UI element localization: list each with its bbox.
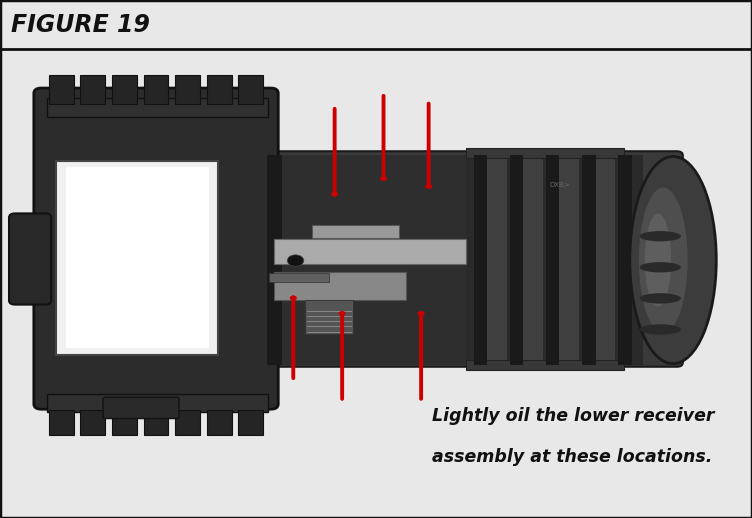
Bar [274,272,406,300]
Bar [559,158,579,363]
Bar [66,167,209,348]
Bar [267,155,474,365]
Ellipse shape [639,231,681,241]
Bar [510,155,523,365]
Text: Lightly oil the lower receiver: Lightly oil the lower receiver [432,407,715,425]
Bar [175,75,200,104]
FancyBboxPatch shape [9,213,51,305]
Bar [144,75,168,104]
Bar [466,155,643,365]
Bar [466,360,624,370]
Circle shape [287,255,304,266]
FancyBboxPatch shape [35,151,683,367]
Bar [47,394,268,412]
Bar [474,155,487,365]
Ellipse shape [645,213,671,307]
Bar [305,300,353,334]
Bar [144,410,168,435]
Ellipse shape [639,262,681,272]
FancyBboxPatch shape [34,88,278,409]
Bar [112,410,137,435]
Bar [466,148,624,158]
Bar [112,75,137,104]
Bar [175,410,200,435]
Bar [238,75,263,104]
Text: assembly at these locations.: assembly at these locations. [432,448,713,466]
Text: DXB>: DXB> [549,182,569,188]
Bar [269,273,329,282]
Bar [80,410,105,435]
Bar [207,75,232,104]
Bar [487,158,507,363]
Bar [596,158,615,363]
Bar [312,225,399,238]
Bar [49,75,74,104]
Ellipse shape [639,293,681,304]
Text: FIGURE 19: FIGURE 19 [11,13,150,37]
Ellipse shape [638,188,688,333]
Bar [546,155,559,365]
Bar [56,161,218,355]
Bar [523,158,543,363]
Bar [49,410,74,435]
FancyBboxPatch shape [103,397,179,419]
Bar [80,75,105,104]
Bar [47,98,268,117]
Bar [267,155,282,365]
Bar [207,410,232,435]
Bar [274,239,466,264]
Bar [582,155,596,365]
Ellipse shape [629,156,716,364]
Ellipse shape [639,324,681,335]
Bar [618,155,632,365]
Bar [238,410,263,435]
